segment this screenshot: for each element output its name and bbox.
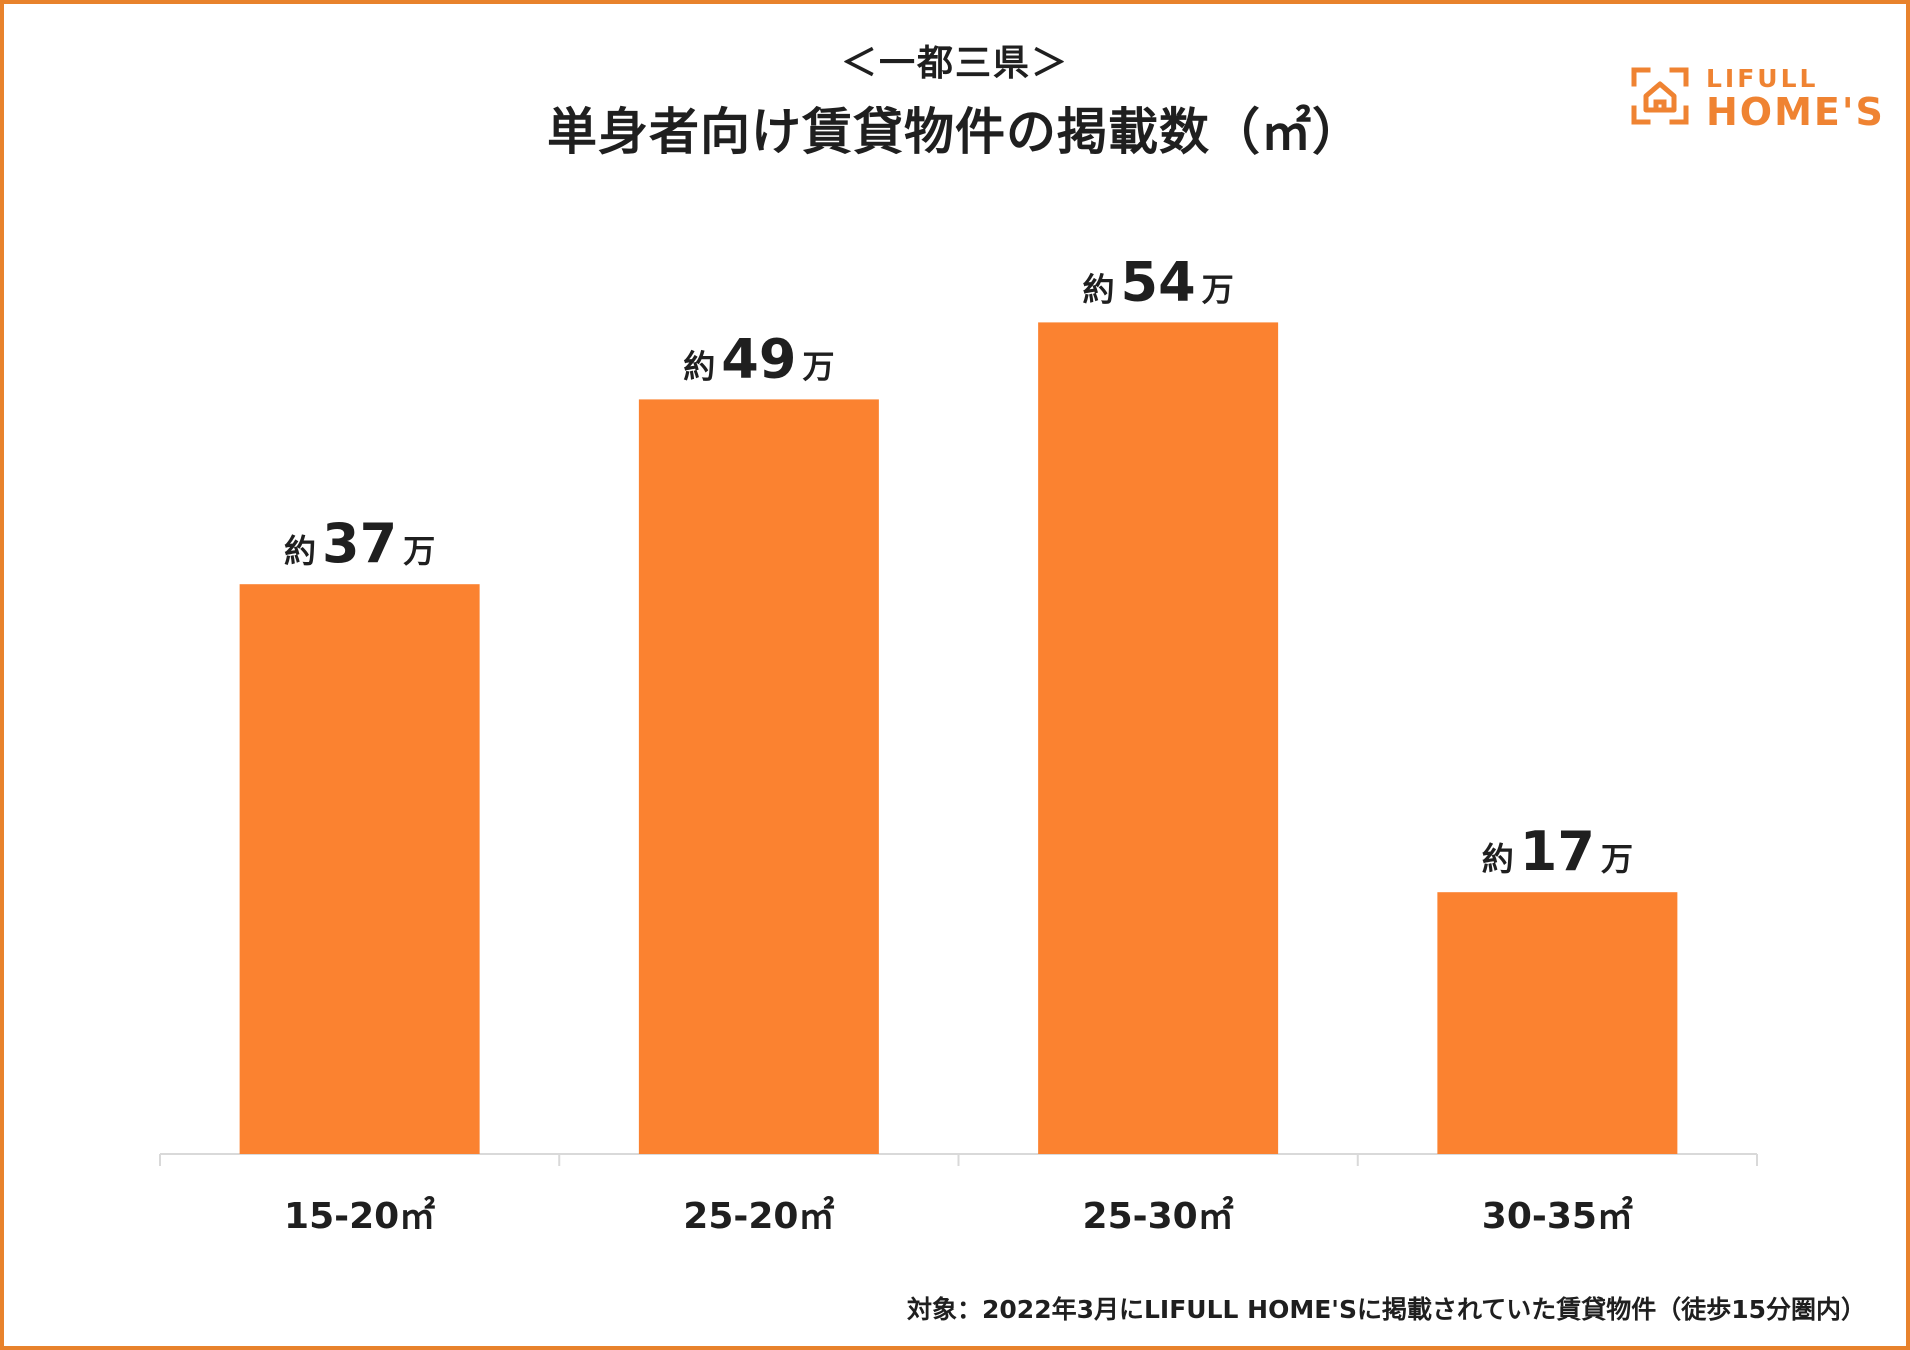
footnote: 対象：2022年3月にLIFULL HOME'Sに掲載されていた賃貸物件（徒歩1…	[907, 1295, 1866, 1324]
bar-value-label: 約 37 万	[284, 512, 435, 575]
chart-title: 単身者向け賃貸物件の掲載数（㎡）	[547, 103, 1363, 161]
bar-value-label: 約 49 万	[683, 327, 834, 390]
bar-value-label: 約 17 万	[1482, 820, 1633, 883]
x-tick-label: 25-30㎡	[1083, 1195, 1234, 1237]
logo-text-lifull: LIFULL	[1706, 64, 1819, 93]
x-tick-label: 25-20㎡	[683, 1195, 834, 1237]
logo-text-homes: HOME'S	[1706, 90, 1885, 134]
bar	[1038, 322, 1279, 1154]
x-tick-label: 15-20㎡	[284, 1195, 435, 1237]
bar-value-label: 約 54 万	[1083, 250, 1234, 313]
chart-subtitle: ＜一都三県＞	[840, 43, 1069, 84]
bar	[1437, 892, 1678, 1154]
bar	[239, 584, 480, 1154]
bar	[638, 399, 879, 1154]
x-tick-label: 30-35㎡	[1482, 1195, 1633, 1237]
lifull-homes-logo: LIFULL HOME'S	[1630, 62, 1883, 134]
house-frame-icon	[1631, 67, 1689, 125]
